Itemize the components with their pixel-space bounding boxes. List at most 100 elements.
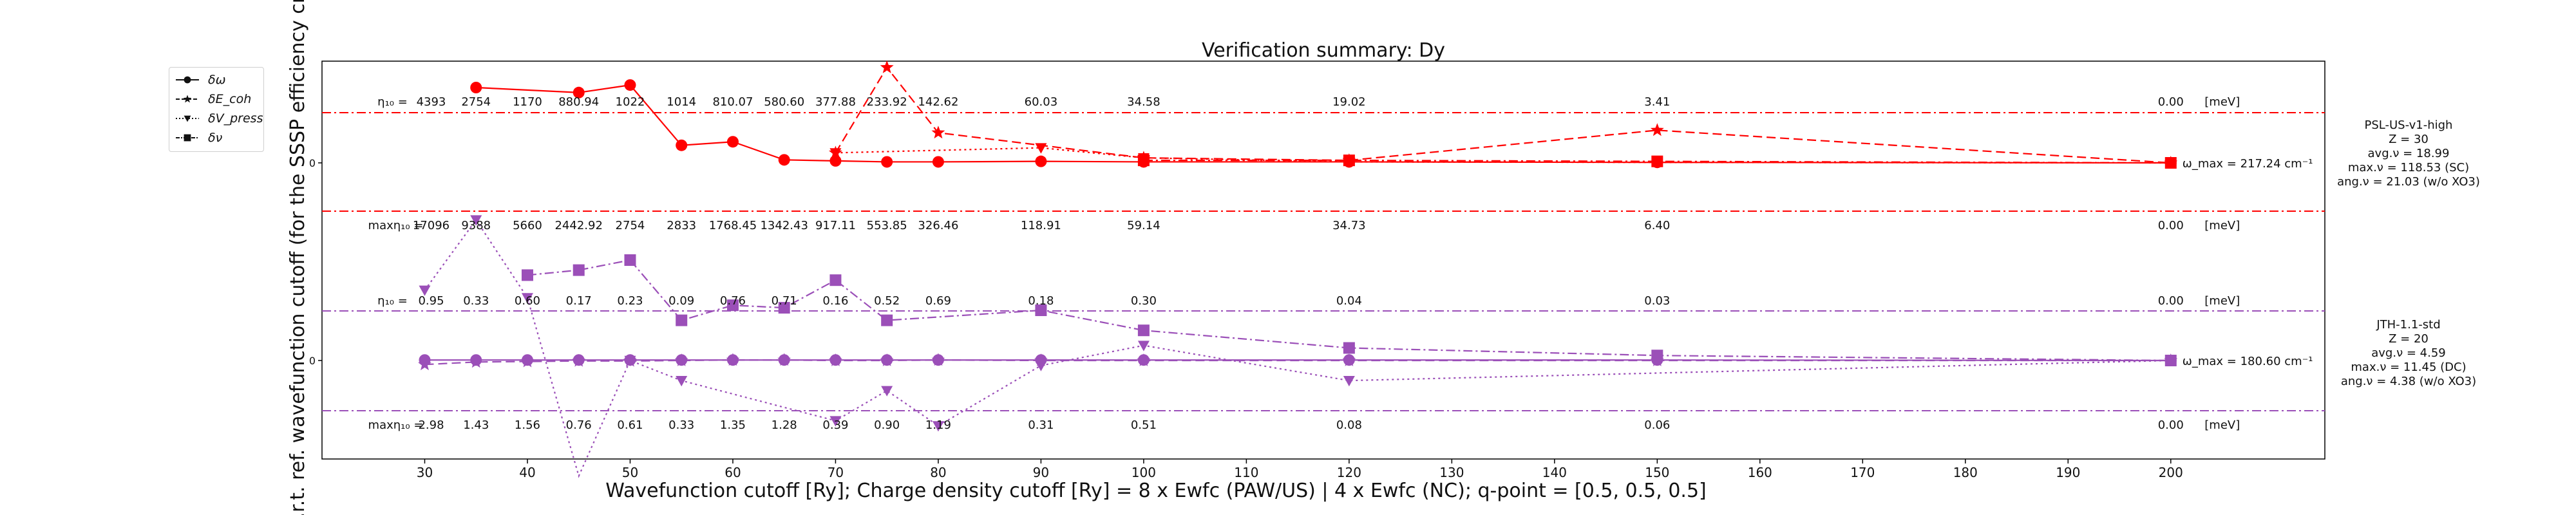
eta-value: 19.02 xyxy=(1332,95,1366,109)
data-point xyxy=(1137,353,1151,366)
eta-value: 0.23 xyxy=(617,294,643,308)
eta-value: 0.95 xyxy=(418,294,444,308)
data-point xyxy=(521,269,533,281)
legend-label: δν xyxy=(208,131,223,145)
eta-value: 233.92 xyxy=(867,95,907,109)
eta-value: 0.71 xyxy=(772,294,797,308)
max-eta-value: 34.73 xyxy=(1332,219,1366,232)
max-eta-value: 0.51 xyxy=(1131,418,1157,432)
unit-label: [meV] xyxy=(2204,95,2240,109)
data-point xyxy=(674,353,688,366)
eta-value: 60.03 xyxy=(1025,95,1058,109)
data-point xyxy=(726,136,739,148)
eta-value: 1014 xyxy=(667,95,696,109)
eta-value: 0.52 xyxy=(874,294,900,308)
x-tick-label: 140 xyxy=(1542,465,1567,480)
eta-prefix: η₁₀ = xyxy=(377,294,408,308)
x-tick-label: 120 xyxy=(1337,465,1361,480)
max-eta-prefix: maxη₁₀ = xyxy=(368,418,424,432)
y-axis-label: w.r.t. ref. wavefunction cutoff (for the… xyxy=(287,0,309,515)
data-point xyxy=(1035,304,1047,316)
data-point xyxy=(1035,360,1047,371)
eta-value: 34.58 xyxy=(1127,95,1160,109)
data-point xyxy=(931,353,945,366)
data-point xyxy=(2164,355,2177,366)
max-eta-value: 917.11 xyxy=(815,219,856,232)
data-point xyxy=(1343,342,1355,354)
eta-value: 0.30 xyxy=(1131,294,1157,308)
eta-value: 0.17 xyxy=(566,294,592,308)
data-point xyxy=(829,416,842,427)
x-tick-label: 50 xyxy=(622,465,638,480)
x-axis-label: Wavefunction cutoff [Ry]; Charge density… xyxy=(605,480,1707,502)
pseudo-info-line: avg.ν = 18.99 xyxy=(2368,147,2450,160)
eta-value: 1170 xyxy=(513,95,542,109)
max-eta-value: 1.35 xyxy=(720,418,746,432)
legend-entry: δν xyxy=(175,129,222,146)
data-point xyxy=(829,154,842,167)
max-eta-value: 17096 xyxy=(413,219,450,232)
max-eta-value: 118.91 xyxy=(1021,219,1061,232)
data-point xyxy=(676,376,688,387)
legend-marker xyxy=(184,134,191,142)
x-tick-label: 110 xyxy=(1234,465,1258,480)
data-point xyxy=(881,386,893,397)
max-eta-value: 0.00 xyxy=(2158,219,2184,232)
x-tick-label: 200 xyxy=(2159,465,2183,480)
eta-value: 0.16 xyxy=(822,294,848,308)
eta-value: 0.00 xyxy=(2158,294,2184,308)
x-tick-label: 100 xyxy=(1132,465,1156,480)
data-point xyxy=(1034,353,1048,366)
max-eta-value: 0.00 xyxy=(2158,418,2184,432)
max-eta-value: 1768.45 xyxy=(709,219,757,232)
eta-value: 0.33 xyxy=(463,294,489,308)
data-point xyxy=(828,353,842,366)
series-line-δν xyxy=(1143,160,2171,164)
x-tick-label: 60 xyxy=(724,465,741,480)
data-point xyxy=(470,82,482,93)
x-tick-label: 150 xyxy=(1645,465,1669,480)
legend-marker xyxy=(184,115,191,122)
x-tick-label: 180 xyxy=(1953,465,1978,480)
legend-swatch xyxy=(176,95,199,103)
x-axis: 30 40 50 60 70 80 90 100 110 120 130 140 150 160 170 18… xyxy=(417,459,2183,480)
max-eta-prefix: maxη₁₀ = xyxy=(368,219,424,232)
unit-label: [meV] xyxy=(2204,219,2240,232)
data-point xyxy=(624,79,636,91)
data-point xyxy=(676,139,688,151)
eta-value: 0.76 xyxy=(720,294,746,308)
data-point xyxy=(1650,123,1664,136)
eta-value: 0.60 xyxy=(515,294,540,308)
eta-value: 0.18 xyxy=(1028,294,1054,308)
max-eta-value: 2.98 xyxy=(418,418,444,432)
data-point xyxy=(726,299,739,312)
legend-swatch xyxy=(176,134,199,142)
data-point xyxy=(932,421,944,432)
data-point xyxy=(777,353,791,366)
pseudo-info-line: PSL-US-v1-high xyxy=(2365,118,2453,132)
y-tick-label: 0 xyxy=(309,157,316,169)
data-point xyxy=(469,355,483,368)
max-eta-value: 0.31 xyxy=(1028,418,1054,432)
chart-title: Verification summary: Dy xyxy=(1202,39,1445,62)
x-tick-label: 130 xyxy=(1439,465,1464,480)
data-point xyxy=(1342,353,1356,366)
data-point xyxy=(624,355,636,366)
data-point xyxy=(829,274,842,286)
series-line-δV_press xyxy=(835,147,2171,164)
data-point xyxy=(1137,154,1150,167)
max-eta-value: 326.46 xyxy=(918,219,958,232)
data-point xyxy=(624,254,636,266)
data-point xyxy=(881,314,893,326)
pseudo-info-line: ang.ν = 4.38 (w/o XO3) xyxy=(2341,375,2476,388)
data-point xyxy=(1651,350,1663,362)
max-eta-value: 0.06 xyxy=(1644,418,1670,432)
data-point xyxy=(1035,143,1047,154)
data-point xyxy=(573,264,585,276)
eta-value: 810.07 xyxy=(712,95,753,109)
data-point xyxy=(1343,376,1355,387)
max-eta-value: 0.08 xyxy=(1336,418,1362,432)
pseudo-info-line: Z = 20 xyxy=(2389,332,2429,346)
data-point xyxy=(778,302,790,314)
